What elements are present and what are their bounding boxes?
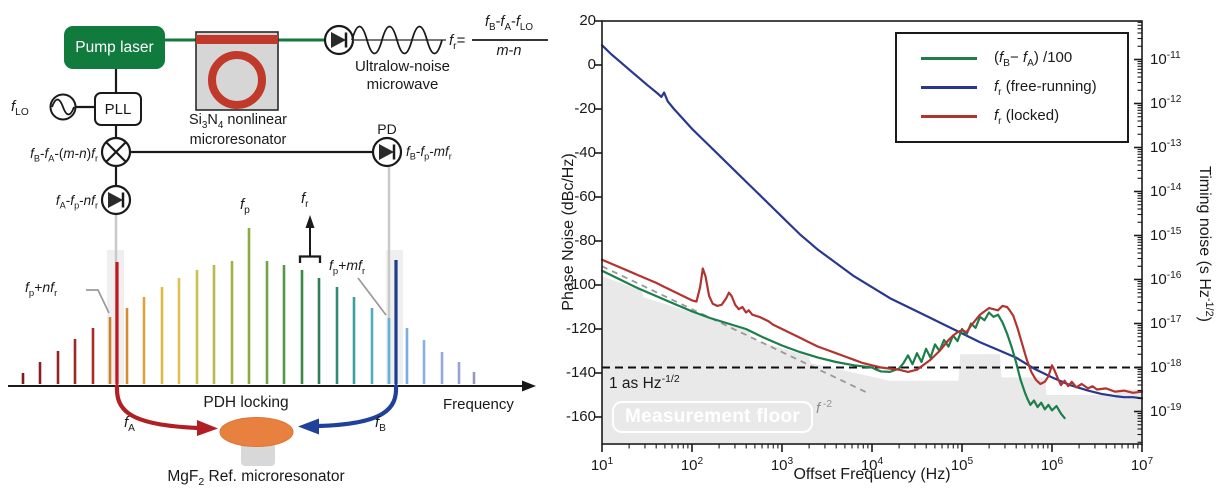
mixer-input-label: fB-fA-(m-n)fr xyxy=(30,146,98,164)
pump-laser-box: Pump laser xyxy=(64,26,165,69)
y-right-tick-label: 10-19 xyxy=(1150,401,1182,420)
flo-label: fLO xyxy=(11,98,29,118)
microring-icon xyxy=(208,51,266,109)
fr-arrowhead xyxy=(305,215,315,228)
mixer-x2 xyxy=(105,141,127,163)
fp-label: fp xyxy=(240,196,250,216)
legend-swatch-red xyxy=(921,114,977,119)
y-left-tick-label: 20 xyxy=(579,12,596,29)
y-left-tick-label: -20 xyxy=(574,100,596,117)
equation-denominator: m-n xyxy=(496,43,522,59)
y-right-tick-label: 10-11 xyxy=(1150,49,1181,68)
x-tick-label: 107 xyxy=(1130,456,1154,474)
equation-numerator: fB-fA-fLO xyxy=(484,14,534,33)
ultralow-noise-label: Ultralow-noise microwave xyxy=(354,58,451,93)
fpmfr-label: fp+mfr xyxy=(329,257,366,277)
x-tick-label: 102 xyxy=(680,456,704,474)
y-left-tick-label: -120 xyxy=(565,320,596,337)
pdh-arrow-blue xyxy=(315,383,399,429)
x-tick-label: 106 xyxy=(1040,456,1064,474)
fpnfr-pointer-line xyxy=(86,289,110,314)
fr-bracket xyxy=(298,255,322,263)
series-red xyxy=(600,258,1144,394)
photodiode-icon-right xyxy=(371,136,403,168)
legend-swatch-blue xyxy=(921,85,977,90)
bus-waveguide xyxy=(196,35,278,44)
pll-box: PLL xyxy=(94,92,142,126)
mgf2-disk-icon xyxy=(219,417,294,447)
pdh-arrowhead-red xyxy=(197,420,218,436)
series-green xyxy=(600,269,1066,420)
fa-label: fA xyxy=(124,414,135,434)
fpmfr-pointer-line xyxy=(357,277,387,316)
setup-diagram xyxy=(8,24,548,466)
pdh-arrow-red xyxy=(114,383,201,431)
y-right-tick-label: 10-18 xyxy=(1150,357,1182,376)
legend-label-blue: fr (free-running) xyxy=(994,77,1097,98)
legend-entry-green: (fB− fA) /100 xyxy=(897,44,1127,73)
frequency-axis-arrowhead xyxy=(522,380,536,392)
legend-label-red: fr (locked) xyxy=(994,106,1060,127)
legend-label-green: (fB− fA) /100 xyxy=(994,48,1073,69)
y-axis-right-title: Timing noise (s Hz-1/2) xyxy=(1195,166,1216,322)
legend-entry-red: fr (locked) xyxy=(897,102,1127,131)
f-2-dashed-line xyxy=(601,265,868,394)
x-tick-label: 101 xyxy=(590,456,614,474)
pll-label: PLL xyxy=(104,100,132,118)
y-right-tick-label: 10-13 xyxy=(1150,137,1182,156)
pd-left-input-label: fA-fp-nfr xyxy=(55,193,98,211)
legend-entry-blue: fr (free-running) xyxy=(897,73,1127,102)
pdh-locking-label: PDH locking xyxy=(203,394,289,411)
photodiode-icon-left xyxy=(100,184,132,216)
fb-label: fB xyxy=(375,414,386,434)
measurement-floor-badge: Measurement floor xyxy=(612,401,814,433)
y-left-tick-label: 0 xyxy=(587,56,596,73)
y-left-tick-label: -40 xyxy=(574,144,596,161)
oscillator-sine-glyph xyxy=(51,98,75,116)
y-axis-left-title: Phase Noise (dBc/Hz) xyxy=(560,153,577,311)
mgf2-label: MgF2 Ref. microresonator xyxy=(167,468,345,489)
y-left-tick-label: -60 xyxy=(574,188,596,205)
legend-rows: (fB− fA) /100 fr (free-running) fr (locked… xyxy=(897,44,1127,131)
y-left-tick-label: -100 xyxy=(565,276,596,293)
frequency-axis-label: Frequency xyxy=(443,396,514,413)
legend-swatch-green xyxy=(921,56,977,61)
pd-right-output-label: fB-fp-mfr xyxy=(406,144,452,162)
y-right-tick-label: 10-16 xyxy=(1150,269,1182,288)
pd-label: PD xyxy=(377,121,397,137)
pump-laser-label: Pump laser xyxy=(75,38,154,56)
microwave-sine-icon xyxy=(351,25,443,55)
fr-label: fr xyxy=(301,190,309,210)
y-left-tick-label: -140 xyxy=(565,364,596,381)
x-tick-label: 105 xyxy=(950,456,974,474)
one-as-annotation: 1 as Hz-1/2 xyxy=(609,373,680,393)
pdh-arrowhead-blue xyxy=(298,418,319,435)
y-left-tick-label: -160 xyxy=(565,408,596,425)
x-tick-label: 103 xyxy=(770,456,794,474)
comb-spectrum xyxy=(21,228,476,384)
y-right-tick-label: 10-15 xyxy=(1150,225,1182,244)
y-right-tick-label: 10-17 xyxy=(1150,313,1182,332)
f-2-annotation: f -2 xyxy=(816,399,833,417)
chip-label: Si3N4 nonlinear microresonator xyxy=(188,112,288,148)
x-axis-title: Offset Frequency (Hz) xyxy=(793,466,951,483)
equation-lhs: fr= xyxy=(449,32,466,52)
x-tick-label: 104 xyxy=(860,456,884,474)
fpnfr-label: fp+nfr xyxy=(25,279,58,299)
y-left-tick-label: -80 xyxy=(574,232,596,249)
chart-legend: (fB− fA) /100 fr (free-running) fr (locked… xyxy=(895,32,1129,143)
y-right-tick-label: 10-12 xyxy=(1150,93,1182,112)
y-right-tick-label: 10-14 xyxy=(1150,181,1182,200)
